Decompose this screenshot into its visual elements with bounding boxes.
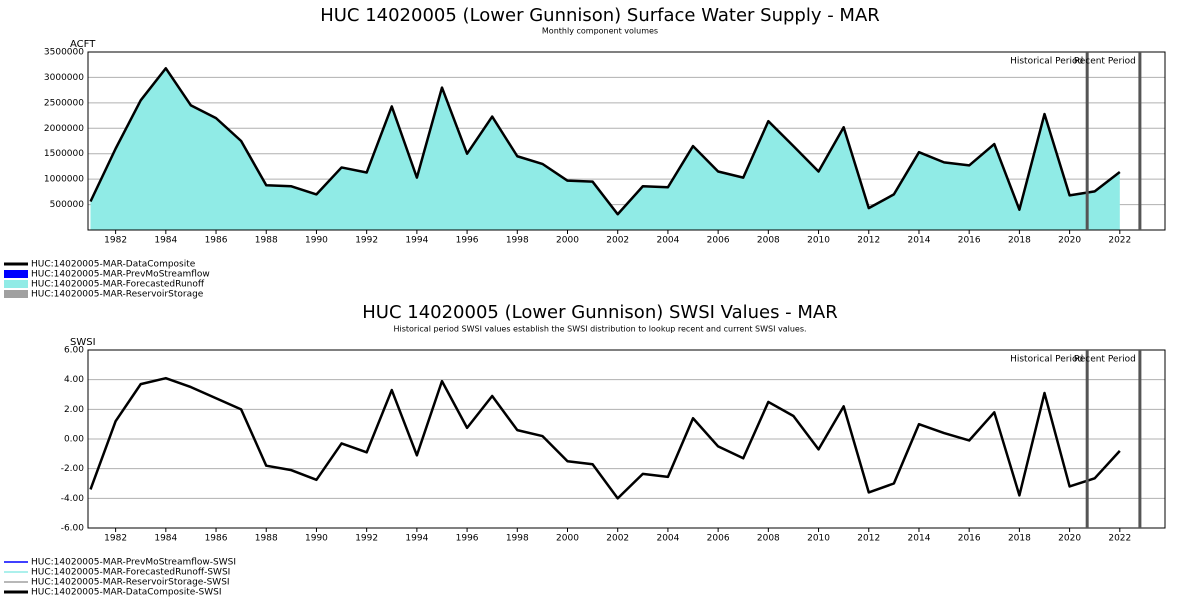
x-tick-label: 1984 (154, 534, 177, 544)
line (89, 376, 1121, 500)
legend-swatch (4, 290, 28, 298)
x-tick-label: 1998 (506, 534, 529, 544)
legend-label: HUC:14020005-MAR-PrevMoStreamflow-SWSI (31, 558, 236, 568)
y-tick-label: 3500000 (44, 48, 84, 58)
x-tick-label: 1986 (205, 534, 228, 544)
y-tick-label: 2500000 (44, 98, 84, 108)
chart-title: HUC 14020005 (Lower Gunnison) SWSI Value… (362, 302, 838, 323)
y-tick-label: 1000000 (44, 175, 84, 185)
x-tick-label: 2002 (606, 534, 629, 544)
period-label: Recent Period (1074, 57, 1136, 67)
chart-title: HUC 14020005 (Lower Gunnison) Surface Wa… (320, 5, 880, 26)
period-label: Historical Period (1010, 355, 1083, 365)
legend-label: HUC:14020005-MAR-ForecastedRunoff (31, 280, 205, 290)
line (89, 67, 1121, 216)
x-tick-label: 2022 (1108, 534, 1131, 544)
y-tick-label: -6.00 (61, 524, 85, 534)
x-tick-label: 1988 (255, 236, 278, 246)
x-tick-label: 1982 (104, 236, 127, 246)
x-tick-label: 2022 (1108, 236, 1131, 246)
x-tick-label: 1982 (104, 534, 127, 544)
legend-label: HUC:14020005-MAR-ReservoirStorage (31, 290, 204, 300)
x-tick-label: 1994 (405, 534, 428, 544)
legend-label: HUC:14020005-MAR-ForecastedRunoff-SWSI (31, 568, 230, 578)
x-tick-label: 1994 (405, 236, 428, 246)
y-tick-label: 2000000 (44, 124, 84, 134)
legend-swatch (4, 280, 28, 288)
x-tick-label: 2006 (707, 534, 730, 544)
x-tick-label: 2010 (807, 236, 830, 246)
x-tick-label: 2014 (908, 534, 931, 544)
legend-label: HUC:14020005-MAR-ReservoirStorage-SWSI (31, 578, 230, 588)
x-tick-label: 2012 (857, 236, 880, 246)
plot-frame (87, 349, 1166, 529)
x-tick-label: 2016 (958, 534, 981, 544)
y-axis-label: SWSI (70, 337, 96, 348)
x-tick-label: 2004 (656, 236, 679, 246)
x-tick-label: 1998 (506, 236, 529, 246)
x-tick-label: 2008 (757, 534, 780, 544)
legend-label: HUC:14020005-MAR-DataComposite (31, 260, 196, 270)
x-tick-label: 2006 (707, 236, 730, 246)
x-tick-label: 2000 (556, 236, 579, 246)
y-tick-label: 1500000 (44, 149, 84, 159)
x-tick-label: 2012 (857, 534, 880, 544)
chart-subtitle: Monthly component volumes (542, 27, 658, 36)
y-tick-label: 2.00 (64, 405, 84, 415)
period-label: Historical Period (1010, 57, 1083, 67)
legend-label: HUC:14020005-MAR-DataComposite-SWSI (31, 588, 222, 598)
x-tick-label: 2018 (1008, 534, 1031, 544)
x-tick-label: 2020 (1058, 236, 1081, 246)
period-label: Recent Period (1074, 355, 1136, 365)
y-tick-label: -4.00 (61, 494, 85, 504)
x-tick-label: 2004 (656, 534, 679, 544)
y-tick-label: 3000000 (44, 73, 84, 83)
x-tick-label: 2020 (1058, 534, 1081, 544)
y-tick-label: 0.00 (64, 435, 84, 445)
x-tick-label: 2010 (807, 534, 830, 544)
x-tick-label: 1984 (154, 236, 177, 246)
x-tick-label: 2018 (1008, 236, 1031, 246)
x-tick-label: 1990 (305, 236, 328, 246)
x-tick-label: 2014 (908, 236, 931, 246)
legend-swatch (4, 270, 28, 278)
x-tick-label: 2016 (958, 236, 981, 246)
y-tick-label: 500000 (50, 200, 85, 210)
y-axis-label: ACFT (70, 39, 96, 50)
legend-label: HUC:14020005-MAR-PrevMoStreamflow (31, 270, 210, 280)
chart-subtitle: Historical period SWSI values establish … (393, 325, 806, 334)
x-tick-label: 1996 (456, 534, 479, 544)
x-tick-label: 1988 (255, 534, 278, 544)
x-tick-label: 1986 (205, 236, 228, 246)
x-tick-label: 1992 (355, 534, 378, 544)
x-tick-label: 2000 (556, 534, 579, 544)
y-tick-label: -2.00 (61, 464, 85, 474)
x-tick-label: 1996 (456, 236, 479, 246)
plot-frame (87, 51, 1166, 231)
y-tick-label: 6.00 (64, 346, 84, 356)
x-tick-label: 1992 (355, 236, 378, 246)
x-tick-label: 1990 (305, 534, 328, 544)
x-tick-label: 2008 (757, 236, 780, 246)
y-tick-label: 4.00 (64, 375, 84, 385)
x-tick-label: 2002 (606, 236, 629, 246)
